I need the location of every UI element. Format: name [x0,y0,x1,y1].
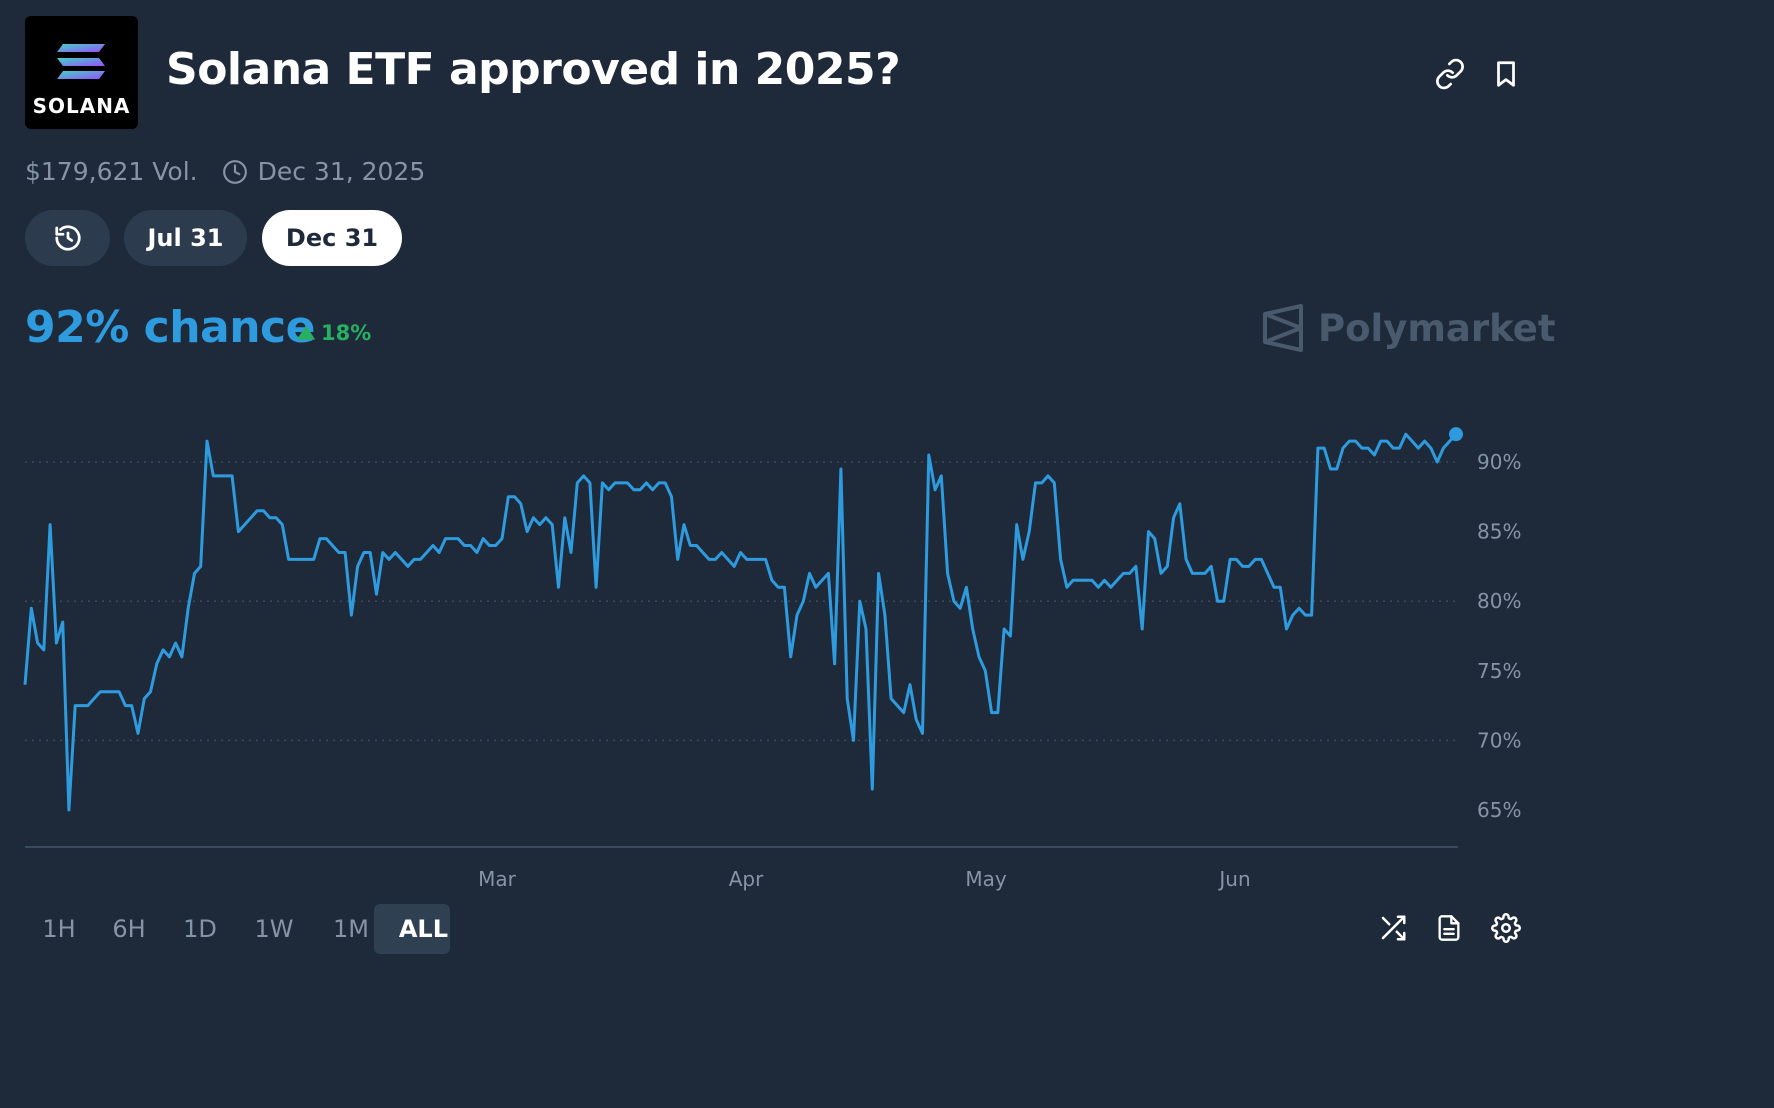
date-tab-jul-31[interactable]: Jul 31 [124,210,247,266]
history-button[interactable] [25,210,110,266]
link-icon [1436,58,1464,90]
y-tick-label: 90% [1477,450,1521,474]
volume-text: $179,621 Vol. [25,157,198,186]
end-date-text: Dec 31, 2025 [257,157,426,186]
x-tick-label: Mar [478,867,517,891]
timeframe-all-label: ALL [398,915,448,943]
bookmark-icon [1497,61,1515,87]
market-title: Solana ETF approved in 2025? [166,44,901,95]
document-icon [1438,915,1460,941]
chance-value: 92% chance [25,302,315,353]
y-tick-label: 80% [1477,589,1521,613]
market-meta: $179,621 Vol. Dec 31, 2025 [25,157,425,186]
x-axis-labels: Mar Apr May Jun [478,867,1250,891]
settings-icon [1491,913,1521,943]
bookmark-button[interactable] [1486,54,1526,94]
y-tick-label: 65% [1477,798,1521,822]
chance-series-line [23,432,1458,812]
timeframe-all[interactable]: ALL [374,904,450,954]
document-button[interactable] [1429,908,1469,948]
price-chart[interactable]: 90% 85% 80% 75% 70% 65% Mar Apr May Jun [0,380,1568,895]
x-tick-label: Jun [1217,867,1250,891]
polymarket-brand: Polymarket [1262,304,1556,352]
shuffle-button[interactable] [1373,908,1413,948]
triangle-up-icon [297,326,315,340]
copy-link-button[interactable] [1430,54,1470,94]
chance-delta: 18% [297,321,371,345]
market-logo: SOLANA [25,16,138,129]
clock-icon [222,159,248,185]
history-icon [54,225,81,251]
timeframe-1h[interactable]: 1H [42,915,76,943]
chart-grid [25,461,1460,742]
shuffle-icon [1381,915,1406,941]
y-tick-label: 85% [1477,520,1521,544]
delta-text: 18% [321,321,372,345]
x-tick-label: May [965,867,1007,891]
timeframe-1m[interactable]: 1M [333,915,369,943]
y-tick-label: 75% [1477,659,1521,683]
x-tick-label: Apr [729,867,764,891]
current-value-dot [1449,427,1463,442]
polymarket-logo-icon [1263,304,1303,352]
solana-logo-icon [57,44,105,79]
y-tick-label: 70% [1477,728,1521,752]
y-axis-labels: 90% 85% 80% 75% 70% 65% [1477,450,1521,822]
logo-text: SOLANA [32,94,131,118]
settings-button[interactable] [1486,908,1526,948]
timeframe-1w[interactable]: 1W [254,915,294,943]
brand-text: Polymarket [1318,306,1556,350]
date-tab-dec-31[interactable]: Dec 31 [262,210,402,266]
timeframe-1d[interactable]: 1D [183,915,217,943]
timeframe-6h[interactable]: 6H [112,915,146,943]
